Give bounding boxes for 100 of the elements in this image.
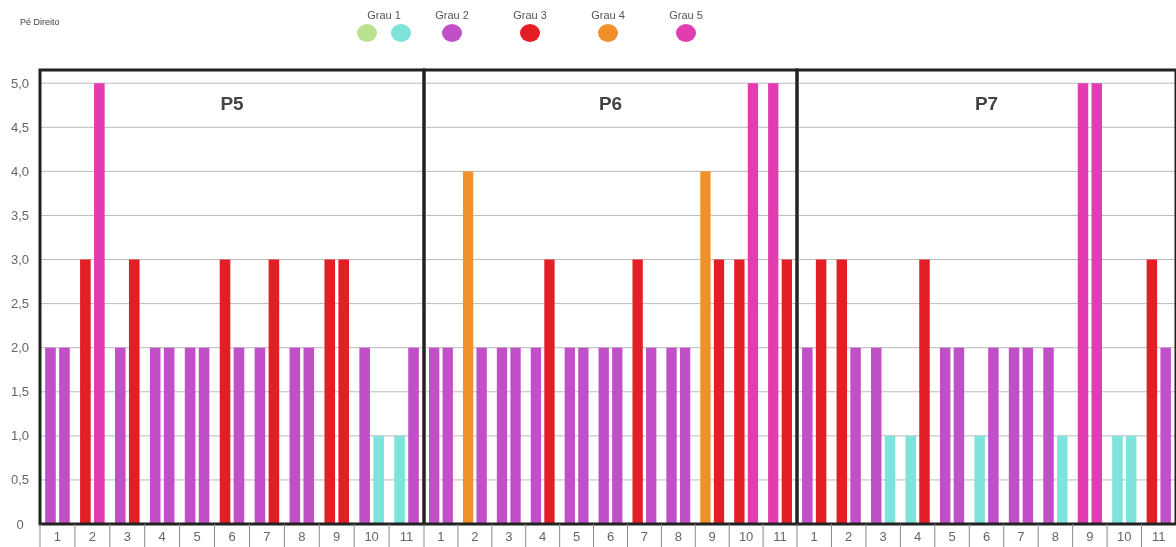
bar xyxy=(884,435,896,524)
bar xyxy=(128,259,140,524)
bar xyxy=(747,83,759,524)
bar xyxy=(254,347,266,524)
bar xyxy=(734,259,745,524)
bar xyxy=(303,347,315,524)
bar xyxy=(94,83,105,524)
bar xyxy=(612,347,623,524)
bar xyxy=(836,259,848,524)
category-label: Grau 5 xyxy=(669,9,703,21)
bar xyxy=(1077,83,1089,524)
x-tick-label: 10 xyxy=(738,529,754,544)
bar xyxy=(1160,347,1171,524)
y-tick-label: 2,5 xyxy=(10,296,30,312)
x-tick-label: 5 xyxy=(572,529,581,544)
y-tick-label: 0,5 xyxy=(10,472,30,488)
bar xyxy=(114,347,126,524)
x-tick-label: 1 xyxy=(437,529,445,544)
bar xyxy=(1091,83,1102,524)
bar xyxy=(198,347,210,524)
x-tick-label: 2 xyxy=(471,529,479,544)
bar xyxy=(394,435,405,524)
bar xyxy=(233,347,245,524)
bar xyxy=(289,347,301,524)
x-tick-label: 5 xyxy=(948,529,956,544)
bar xyxy=(544,259,555,524)
bar xyxy=(1043,347,1054,524)
text: Pé Direito xyxy=(20,17,60,27)
bar xyxy=(632,259,643,524)
bar xyxy=(768,83,779,524)
x-tick-label: 6 xyxy=(982,529,991,544)
x-tick-label: 2 xyxy=(845,529,853,544)
x-tick-label: 8 xyxy=(1051,529,1060,544)
bar xyxy=(429,347,440,524)
bar xyxy=(646,347,657,524)
x-tick-label: 4 xyxy=(158,529,166,544)
bar xyxy=(510,347,521,524)
bar xyxy=(408,347,419,524)
bar xyxy=(815,259,827,524)
bar xyxy=(598,347,609,524)
bar xyxy=(163,347,175,524)
bar xyxy=(939,347,951,524)
x-tick-label: 10 xyxy=(364,529,379,544)
bar xyxy=(1146,259,1158,524)
bar xyxy=(184,347,196,524)
bar xyxy=(530,347,542,524)
bar xyxy=(219,259,231,524)
bar xyxy=(905,435,916,524)
bar xyxy=(496,347,508,524)
category-label: Grau 3 xyxy=(513,9,547,21)
x-tick-label: 6 xyxy=(228,529,236,544)
bar xyxy=(679,347,691,524)
bar xyxy=(462,171,474,524)
bar xyxy=(578,347,589,524)
bar xyxy=(919,259,930,524)
category-label: Grau 1 xyxy=(367,9,401,21)
x-tick-label: 4 xyxy=(539,529,547,544)
x-tick-label: 11 xyxy=(1152,529,1166,544)
y-tick-label: 3,0 xyxy=(10,252,30,268)
bar xyxy=(1022,347,1034,524)
bar xyxy=(700,171,711,524)
y-tick-label: 1,0 xyxy=(10,428,30,444)
x-tick-label: 3 xyxy=(879,529,887,544)
bar xyxy=(59,347,70,524)
bar xyxy=(713,259,725,524)
bar xyxy=(974,435,985,524)
x-tick-label: 7 xyxy=(640,529,649,544)
y-tick-label: 4,5 xyxy=(10,119,30,135)
bar xyxy=(45,347,56,524)
y-tick-label: 5,0 xyxy=(10,75,30,91)
bar xyxy=(1008,347,1020,524)
x-tick-label: 3 xyxy=(505,529,513,544)
x-tick-label: 7 xyxy=(263,529,271,544)
y-tick-label: 3,5 xyxy=(10,208,30,224)
x-tick-label: 10 xyxy=(1117,529,1132,544)
category-label: Grau 4 xyxy=(591,9,625,21)
text: P5 xyxy=(220,93,245,114)
x-tick-label: 8 xyxy=(298,529,306,544)
y-tick-label: 1,5 xyxy=(10,384,30,400)
bar xyxy=(953,347,965,524)
y-tick-label: 0 xyxy=(16,516,24,532)
x-tick-label: 1 xyxy=(810,529,818,544)
bar xyxy=(268,259,280,524)
x-tick-label: 4 xyxy=(913,529,922,544)
bar xyxy=(871,347,882,524)
bar xyxy=(666,347,677,524)
x-tick-label: 2 xyxy=(88,529,96,544)
x-tick-label: 8 xyxy=(674,529,682,544)
bar xyxy=(1057,435,1068,524)
x-tick-label: 11 xyxy=(399,529,414,544)
bar xyxy=(781,259,792,524)
bar xyxy=(850,347,861,524)
bar xyxy=(442,347,453,524)
bar xyxy=(1125,435,1137,524)
x-tick-label: 6 xyxy=(606,529,615,544)
x-tick-label: 1 xyxy=(53,529,62,544)
x-tick-label: 9 xyxy=(1086,529,1094,544)
bar xyxy=(476,347,487,524)
bar xyxy=(149,347,161,524)
y-tick-label: 4,0 xyxy=(10,163,30,179)
